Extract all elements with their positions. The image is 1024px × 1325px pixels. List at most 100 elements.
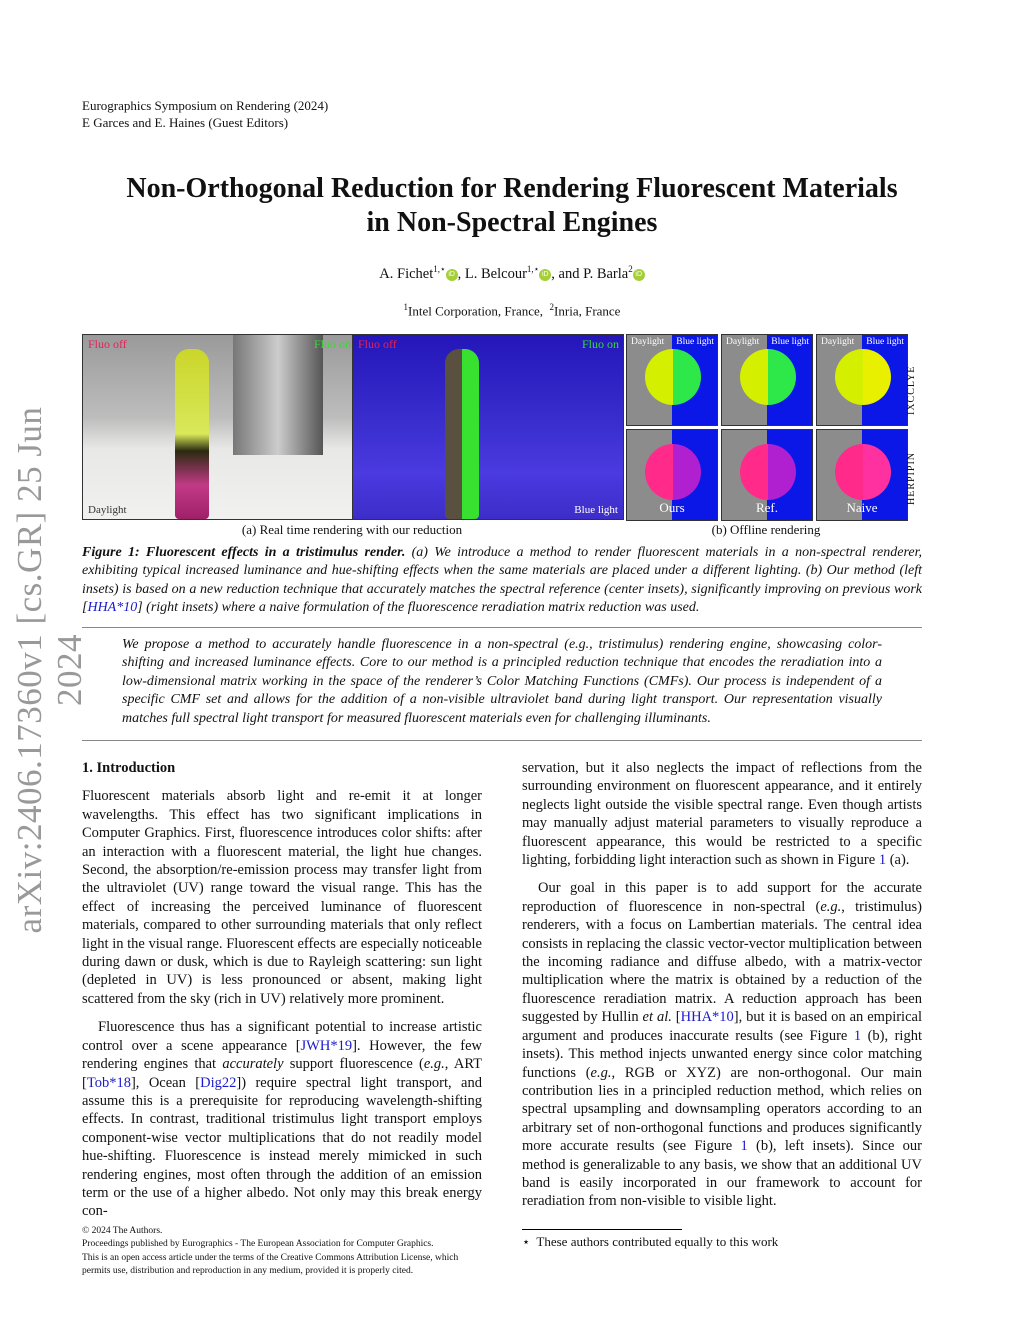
- citation-link[interactable]: 1: [878, 852, 887, 869]
- text-run: (a) We introduce a method to render fluo…: [82, 545, 923, 616]
- building: [233, 335, 323, 455]
- text-run: ], but it is based on an empirical argum…: [522, 1009, 922, 1044]
- citation-link[interactable]: HHA*10: [680, 1009, 734, 1026]
- text-run: Our goal in this paper is to add support…: [522, 880, 922, 915]
- text-run: Fluorescent materials absorb light and r…: [82, 788, 482, 1007]
- paragraph: Fluorescent materials absorb light and r…: [82, 787, 482, 1008]
- footnote-text: These authors contributed equally to thi…: [536, 1234, 779, 1249]
- citation-link[interactable]: Tob*18: [86, 1074, 131, 1091]
- text-run: e.g.: [590, 1064, 612, 1081]
- text-run: accurately: [222, 1056, 284, 1073]
- text-run: , ART [: [82, 1056, 482, 1091]
- affil-sup: 2: [549, 302, 555, 312]
- title-line-2: in Non-Spectral Engines: [366, 207, 658, 238]
- text-run: ]) require spectral light transport, and…: [82, 1074, 482, 1220]
- footnote-mark: ⋆: [522, 1234, 531, 1249]
- text-run: e.g.: [820, 898, 842, 915]
- sphere: [835, 444, 891, 500]
- affiliation: Inria, France: [554, 303, 621, 319]
- author-sup: 2: [628, 264, 633, 274]
- text-run: e.g.: [423, 1056, 445, 1073]
- affiliations: 1Intel Corporation, France, 2Inria, Fran…: [0, 302, 1024, 319]
- fluo-off-label: Fluo off: [88, 337, 127, 351]
- robot-figure: [445, 349, 479, 519]
- text-run: et al.: [642, 1009, 672, 1026]
- separator: ,: [457, 265, 465, 282]
- title-line-1: Non-Orthogonal Reduction for Rendering F…: [126, 173, 898, 204]
- footer-line: This is an open access article under the…: [82, 1252, 459, 1263]
- divider: [82, 627, 922, 628]
- light-label: Daylight: [88, 504, 127, 516]
- text-run: servation, but it also neglects the impa…: [522, 760, 922, 869]
- paper-title: Non-Orthogonal Reduction for Rendering F…: [60, 172, 964, 240]
- right-column: servation, but it also neglects the impa…: [522, 759, 922, 1221]
- orcid-icon[interactable]: iD: [632, 268, 645, 281]
- sphere-render: Naive: [816, 429, 908, 521]
- method-label: Ours: [659, 500, 685, 515]
- section-heading: 1. Introduction: [82, 760, 176, 776]
- editors: E Garces and E. Haines (Guest Editors): [82, 115, 289, 130]
- sphere-render: Daylight Blue light: [816, 334, 908, 426]
- sphere: [645, 349, 701, 405]
- affiliation: Intel Corporation, France,: [408, 303, 544, 319]
- text-run: Fluorescent effects in a tristimulus ren…: [145, 545, 406, 560]
- fluo-on-label: Fluo on: [313, 337, 351, 351]
- author-sup: 1,⋆: [526, 264, 540, 274]
- text-run: , RGB or XYZ) are non-orthogonal. Our ma…: [522, 1064, 922, 1155]
- fluo-on-label: Fluo on: [581, 337, 619, 351]
- row-label: IXCCLYE: [906, 365, 917, 415]
- bluelight-label: Blue light: [866, 337, 904, 347]
- daylight-label: Daylight: [821, 337, 855, 347]
- citation-link[interactable]: 1: [740, 1138, 748, 1155]
- fluo-off-label: Fluo off: [358, 337, 397, 351]
- sphere-render: Ref.: [721, 429, 813, 521]
- citation-link[interactable]: Dig22: [200, 1074, 237, 1091]
- sphere: [740, 349, 796, 405]
- daylight-label: Daylight: [726, 337, 760, 347]
- footnote-rule: [522, 1229, 682, 1230]
- subcaption-a: (a) Real time rendering with our reducti…: [241, 522, 463, 537]
- light-label: Blue light: [574, 504, 618, 516]
- copyright-footer: © 2024 The Authors. Proceedings publishe…: [82, 1225, 458, 1279]
- figure-daylight-render: Fluo off Fluo on Daylight: [82, 334, 354, 520]
- sphere-render: Daylight Blue light: [721, 334, 813, 426]
- text-run: support fluorescence (: [283, 1056, 424, 1073]
- author-name: A. Fichet: [379, 265, 434, 282]
- text-run: (a).: [886, 852, 910, 869]
- bluelight-label: Blue light: [676, 337, 714, 347]
- citation-link[interactable]: 1: [853, 1027, 862, 1044]
- text-run: , tristimulus) renderers, with a focus o…: [522, 898, 922, 1026]
- text-run: ], Ocean [: [130, 1074, 201, 1091]
- footnote: ⋆ These authors contributed equally to t…: [522, 1234, 778, 1250]
- robot-figure: [175, 349, 209, 519]
- text-run: Fluorescence thus has a significant pote…: [82, 1019, 482, 1054]
- text-run: ]. However, the few rendering engines th…: [82, 1037, 483, 1073]
- author-name: L. Belcour: [464, 265, 527, 282]
- row-label: HERPIPIN: [906, 451, 917, 505]
- abstract: We propose a method to accurately handle…: [122, 637, 882, 726]
- affil-sup: 1: [403, 302, 409, 312]
- sphere: [835, 349, 891, 405]
- paragraph: servation, but it also neglects the impa…: [522, 759, 922, 869]
- venue-header: Eurographics Symposium on Rendering (202…: [82, 97, 328, 131]
- arxiv-stamp[interactable]: arXiv:2406.17360v1 [cs.GR] 25 Jun 2024: [10, 406, 89, 934]
- orcid-icon[interactable]: iD: [445, 268, 458, 281]
- footer-line: permits use, distribution and reproducti…: [82, 1266, 414, 1277]
- sphere-render: Daylight Blue light: [626, 334, 718, 426]
- method-label: Ref.: [755, 500, 779, 515]
- citation-link[interactable]: HHA*10: [87, 600, 138, 616]
- footer-line: Proceedings published by Eurographics - …: [82, 1239, 434, 1250]
- orcid-icon[interactable]: iD: [539, 268, 552, 281]
- citation-link[interactable]: JWH*19: [300, 1037, 353, 1054]
- text-run: Figure 1:: [82, 545, 146, 560]
- paragraph: Fluorescence thus has a significant pote…: [82, 1018, 482, 1220]
- separator: , and: [551, 265, 584, 282]
- sphere: [740, 444, 796, 500]
- divider: [82, 740, 922, 741]
- sphere-render: Ours: [626, 429, 718, 521]
- sphere: [645, 444, 701, 500]
- figure-bluelight-render: Fluo off Fluo on Blue light: [352, 334, 624, 520]
- copyright: © 2024 The Authors.: [82, 1226, 163, 1236]
- author-sup: 1,⋆: [433, 264, 446, 274]
